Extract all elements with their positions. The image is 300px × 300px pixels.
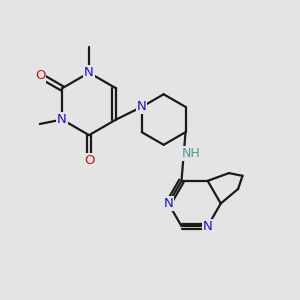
Text: N: N: [137, 100, 147, 113]
Text: N: N: [203, 220, 212, 233]
Text: O: O: [35, 69, 45, 82]
Text: N: N: [57, 113, 67, 126]
Text: N: N: [164, 197, 173, 210]
Text: O: O: [84, 154, 94, 167]
Text: N: N: [84, 66, 94, 79]
Text: NH: NH: [182, 147, 200, 160]
